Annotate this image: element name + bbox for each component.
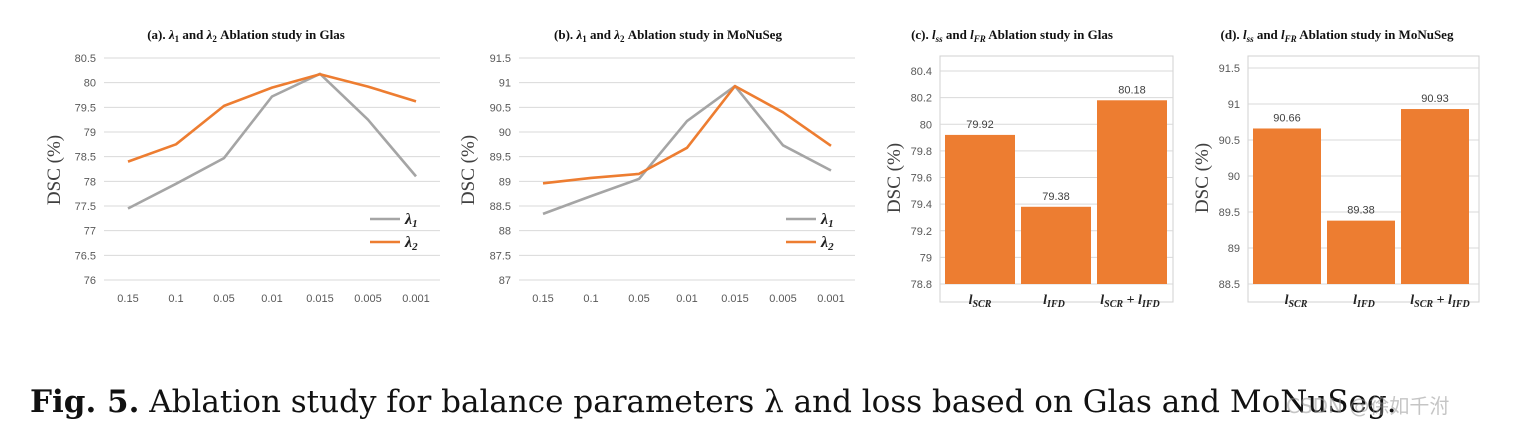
panel-b-ylabel: DSC (%) [458,135,479,205]
y-tick-label: 79.4 [911,199,932,211]
data-label: 79.92 [966,119,994,131]
panel-d-title: (d). lss and lFR Ablation study in MoNuS… [1221,27,1454,44]
x-tick-label: 0.01 [261,293,282,305]
panel-a: (a). λ1 and λ2 Ablation study in Glas DS… [44,27,440,305]
x-tick-label: 0.15 [117,293,138,305]
x-tick-label: 0.001 [402,293,430,305]
panel-d-frame [1247,55,1480,303]
data-label: 90.93 [1421,93,1449,105]
y-tick-label: 79.6 [911,173,932,185]
category-label: lSCR + lIFD [1100,293,1159,310]
y-tick-label: 78.5 [75,152,96,164]
y-tick-label: 78 [84,176,96,188]
y-tick-label: 79.2 [911,226,932,238]
bar [945,134,1015,284]
y-tick-label: 88.5 [490,201,511,213]
y-tick-label: 76.5 [75,250,96,262]
y-tick-label: 80 [920,119,932,131]
y-tick-label: 91.5 [1219,63,1240,75]
y-tick-label: 79 [84,127,96,139]
x-tick-label: 0.005 [354,293,382,305]
y-tick-label: 89 [1228,243,1240,255]
category-label: lIFD [1353,293,1375,310]
y-tick-label: 90 [1228,171,1240,183]
y-tick-label: 80.4 [911,66,932,78]
panel-d: (d). lss and lFR Ablation study in MoNuS… [1192,27,1480,310]
y-tick-label: 87 [499,275,511,287]
data-label: 80.18 [1118,84,1146,96]
series-line-lambda2 [542,84,832,185]
x-tick-label: 0.005 [769,293,797,305]
data-label: 90.66 [1273,112,1301,124]
watermark: CSDN @徐如千泭 [1286,394,1450,418]
y-tick-label: 80 [84,78,96,90]
category-label: lSCR + lIFD [1410,293,1469,310]
panel-c: (c). lss and lFR Ablation study in Glas … [884,27,1174,310]
x-tick-label: 0.1 [583,293,598,305]
y-tick-label: 87.5 [490,250,511,262]
y-tick-label: 76 [84,275,96,287]
y-tick-label: 91 [1228,99,1240,111]
legend-lambda2-label: λ2 [404,234,418,253]
y-tick-label: 89.5 [490,152,511,164]
figure-caption: Fig. 5. Ablation study for balance param… [30,384,1397,420]
legend-lambda2-label: λ2 [820,234,834,253]
category-label: lIFD [1043,293,1065,310]
category-label: lSCR [1285,293,1308,310]
x-tick-label: 0.015 [306,293,334,305]
panel-c-ylabel: DSC (%) [884,143,905,213]
y-tick-label: 80.2 [911,93,932,105]
y-tick-label: 79.5 [75,102,96,114]
panel-a-title: (a). λ1 and λ2 Ablation study in Glas [147,27,345,44]
bar [1021,206,1091,284]
y-tick-label: 80.5 [75,53,96,65]
data-label: 79.38 [1042,191,1070,203]
y-tick-label: 78.8 [911,279,932,291]
bar [1253,128,1321,284]
panel-b-title: (b). λ1 and λ2 Ablation study in MoNuSeg [554,27,782,44]
panel-a-ylabel: DSC (%) [44,135,65,205]
y-tick-label: 77 [84,226,96,238]
x-tick-label: 0.15 [532,293,553,305]
caption-text: Ablation study for balance parameters λ … [149,384,1397,420]
legend-lambda1-label: λ1 [404,211,418,230]
x-tick-label: 0.05 [628,293,649,305]
caption-label: Fig. 5. [30,384,140,420]
category-label: lSCR [969,293,992,310]
y-tick-label: 79 [920,252,932,264]
x-tick-label: 0.05 [213,293,234,305]
bar [1097,100,1167,284]
y-tick-label: 89.5 [1219,207,1240,219]
panel-c-frame [939,55,1174,303]
panel-b: (b). λ1 and λ2 Ablation study in MoNuSeg… [458,27,855,305]
bar [1327,220,1395,284]
y-tick-label: 88.5 [1219,279,1240,291]
series-line-lambda1 [127,72,417,210]
x-tick-label: 0.1 [168,293,183,305]
panel-b-legend: λ1 λ2 [786,211,834,253]
y-tick-label: 91 [499,78,511,90]
legend-lambda1-label: λ1 [820,211,834,230]
y-tick-label: 91.5 [490,53,511,65]
series-line-lambda2 [127,73,417,163]
x-tick-label: 0.015 [721,293,749,305]
y-tick-label: 77.5 [75,201,96,213]
y-tick-label: 88 [499,226,511,238]
y-tick-label: 90 [499,127,511,139]
data-label: 89.38 [1347,205,1375,217]
panel-d-ylabel: DSC (%) [1192,143,1213,213]
y-tick-label: 90.5 [490,102,511,114]
bar [1401,109,1469,284]
panel-a-legend: λ1 λ2 [370,211,418,253]
panel-c-title: (c). lss and lFR Ablation study in Glas [911,27,1113,44]
y-tick-label: 90.5 [1219,135,1240,147]
series-line-lambda1 [542,84,832,216]
y-tick-label: 89 [499,176,511,188]
y-tick-label: 79.8 [911,146,932,158]
x-tick-label: 0.001 [817,293,845,305]
x-tick-label: 0.01 [676,293,697,305]
